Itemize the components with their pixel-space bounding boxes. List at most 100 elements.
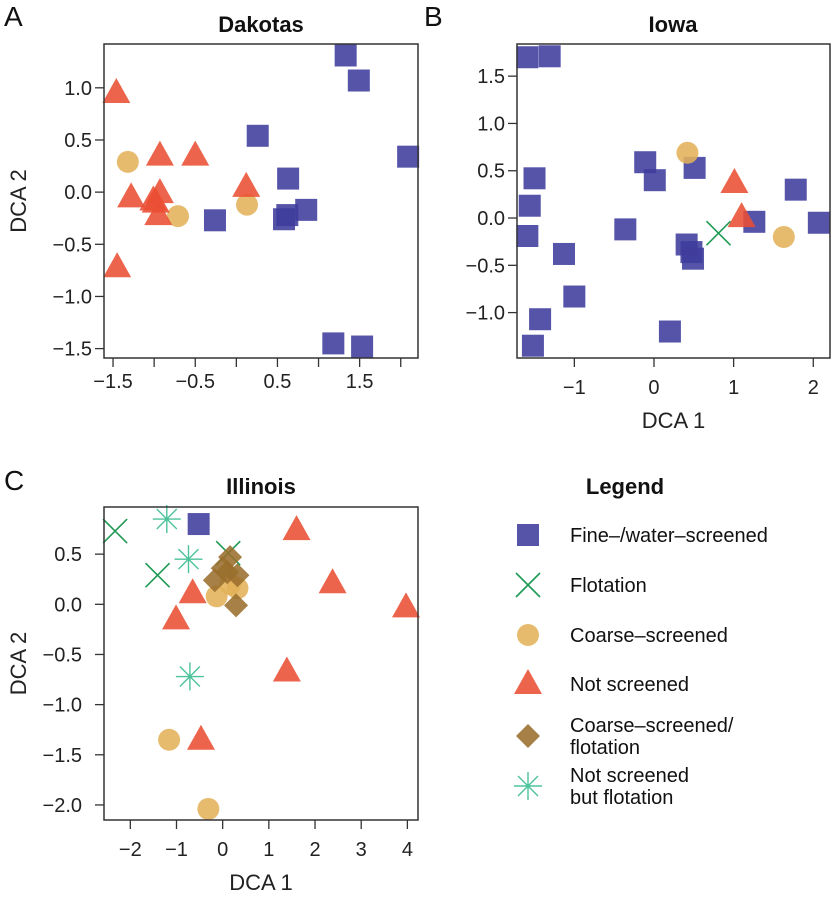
y-tick-label: −2.0	[43, 795, 82, 817]
x-tick-label: −2	[119, 839, 142, 861]
y-tick-label: 0.0	[64, 182, 92, 204]
y-tick-label: 0.0	[54, 594, 82, 616]
data-points	[516, 45, 830, 357]
point-not	[272, 656, 301, 682]
y-tick-label: −0.5	[43, 644, 82, 666]
y-tick-label: −0.5	[53, 234, 92, 256]
panel-title: Illinois	[226, 474, 296, 499]
panel-title: Iowa	[649, 12, 699, 37]
point-fine	[276, 204, 299, 227]
triangle-marker-icon	[514, 669, 542, 694]
point-fine	[203, 209, 226, 232]
y-tick-label: 0.5	[54, 544, 82, 566]
x-tick-label: 0	[648, 377, 659, 399]
point-fine	[334, 44, 357, 67]
point-not	[282, 515, 311, 541]
point-fine	[807, 211, 830, 234]
panel-illinois: C Illinois −2 −1 0 1 2 3 4 0.5 0.0 −0.5 −1.0 −1.5 −2.0…	[4, 465, 420, 895]
legend-label: Fine–/water–screened	[570, 525, 768, 547]
point-fine	[529, 308, 552, 331]
legend-label: Coarse–screened	[570, 625, 728, 647]
panel-letter: A	[4, 1, 23, 32]
point-not	[145, 140, 174, 166]
point-fine	[516, 46, 539, 69]
point-not	[232, 171, 261, 197]
point-coarse	[772, 225, 795, 248]
legend-label: Not screened	[570, 674, 689, 696]
panel-dakotas: A Dakotas −1.5 −0.5 0.5 1.5 1.0 0.5 0.0 −0.5 −1.0 −…	[4, 1, 420, 393]
point-fine	[643, 169, 666, 192]
point-fine	[518, 194, 541, 217]
y-tick-label: −1.5	[53, 339, 92, 361]
asterisk-marker-icon	[514, 772, 542, 800]
point-fine	[523, 167, 546, 190]
data-points	[102, 505, 420, 820]
panel-title: Dakotas	[218, 12, 304, 37]
y-axis-label: DCA 2	[6, 169, 31, 233]
point-coarse	[676, 141, 699, 164]
point-fine	[295, 198, 318, 221]
legend-label: Coarse–screened/	[570, 715, 734, 737]
legend-label: Not screened	[570, 765, 689, 787]
y-tick-label: −1.0	[53, 286, 92, 308]
point-fine	[322, 332, 345, 355]
legend-label: but flotation	[570, 787, 673, 809]
x-tick-label: −0.5	[175, 371, 214, 393]
x-tick-label: −1	[563, 377, 586, 399]
point-coarse_flot	[224, 593, 249, 618]
x-tick-label: 1.5	[346, 371, 374, 393]
legend-label: Flotation	[570, 575, 647, 597]
y-tick-label: 0.0	[477, 208, 505, 230]
point-not_flot	[152, 505, 181, 534]
y-tick-label: 1.0	[477, 113, 505, 135]
point-fine	[552, 242, 575, 265]
y-tick-label: 1.0	[64, 78, 92, 100]
point-flotation	[144, 562, 171, 588]
point-fine	[516, 224, 539, 247]
point-fine	[538, 45, 561, 68]
y-tick-label: 0.5	[477, 161, 505, 183]
y-tick-label: −1.5	[43, 745, 82, 767]
x-tick-label: 2	[309, 839, 320, 861]
point-not	[144, 200, 173, 226]
panel-letter: B	[424, 1, 443, 32]
point-coarse_flot	[215, 560, 240, 585]
point-not_flot	[174, 545, 203, 574]
x-axis-label: DCA 1	[229, 870, 293, 895]
point-flotation	[705, 220, 732, 246]
legend-item-coarse: Coarse–screened	[517, 624, 728, 647]
y-tick-label: 1.5	[477, 66, 505, 88]
data-points	[102, 44, 420, 358]
point-not	[141, 187, 170, 213]
point-not	[727, 202, 756, 228]
plot-frame	[103, 43, 419, 359]
point-coarse	[116, 150, 139, 173]
square-marker-icon	[517, 524, 539, 546]
point-fine	[682, 247, 705, 270]
point-fine	[187, 513, 210, 536]
x-tick-label: 2	[808, 377, 819, 399]
point-fine	[614, 218, 637, 241]
point-not	[720, 168, 749, 194]
plot-frame	[103, 506, 419, 821]
legend-item-coarse_flot: Coarse–screened/flotation	[516, 715, 734, 759]
point-fine	[784, 178, 807, 201]
legend-label: flotation	[570, 737, 640, 759]
point-fine	[658, 320, 681, 343]
y-axis-label: DCA 2	[6, 632, 31, 696]
x-tick-label: 1	[728, 377, 739, 399]
x-tick-label: 0.5	[264, 371, 292, 393]
legend-item-fine: Fine–/water–screened	[517, 524, 768, 547]
point-fine	[347, 69, 370, 92]
panel-iowa: B Iowa −1 0 1 2 1.5 1.0 0.5 0.0 −0.5 −1.0 DCA 1	[424, 1, 831, 433]
x-axis-label: DCA 1	[642, 408, 706, 433]
plot-frame	[516, 43, 831, 359]
point-not	[181, 140, 210, 166]
legend-title: Legend	[586, 474, 664, 499]
point-fine	[563, 285, 586, 308]
point-fine	[397, 145, 420, 168]
point-coarse	[197, 797, 220, 820]
point-not	[178, 578, 207, 604]
